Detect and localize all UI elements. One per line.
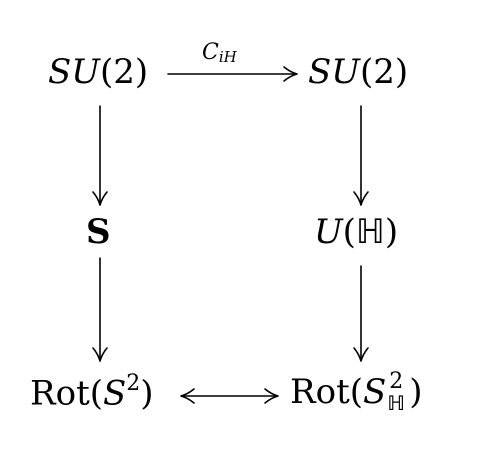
paren-open: ( xyxy=(342,212,356,252)
su-symbol: SU xyxy=(48,52,100,92)
node-mid-right-uh: U(ℍ) xyxy=(314,215,398,249)
rot-operator: Rot xyxy=(30,373,90,414)
s-symbol: S xyxy=(86,212,111,252)
label-subscript: iH xyxy=(218,48,237,66)
node-top-left-su2: SU(2) xyxy=(48,55,148,89)
su-argument: (2) xyxy=(99,52,149,92)
paren-close: ) xyxy=(384,212,399,252)
node-top-right-su2: SU(2) xyxy=(308,55,408,89)
arrow-right-upper xyxy=(353,105,369,206)
sphere-subscript-quaternion: ℍ xyxy=(387,391,406,415)
su-argument: (2) xyxy=(359,52,409,92)
arrow-right-lower xyxy=(353,265,369,362)
sphere-exponent: 2 xyxy=(126,371,141,396)
rot-operator: Rot xyxy=(290,372,350,412)
arrow-bottom-bidirectional xyxy=(180,388,279,404)
edge-label-top: CiH xyxy=(202,40,237,66)
node-bottom-left-rot-s2: Rot(S2) xyxy=(30,373,154,414)
su-symbol: SU xyxy=(308,52,360,92)
paren-open: ( xyxy=(89,373,103,414)
arrow-left-upper xyxy=(92,105,108,206)
u-symbol: U xyxy=(314,212,343,252)
paren-open: ( xyxy=(349,372,363,412)
sphere-exponent: 2 xyxy=(389,369,404,394)
quaternion-symbol: ℍ xyxy=(355,212,385,252)
paren-close: ) xyxy=(409,372,423,412)
arrow-left-lower xyxy=(92,257,108,362)
arrow-top-horizontal xyxy=(167,66,298,82)
label-c: C xyxy=(202,40,219,65)
sphere-symbol: S xyxy=(103,373,127,414)
node-bottom-right-rot-s2h: Rot(S 2 ℍ) xyxy=(290,371,423,415)
node-mid-left-s: S xyxy=(86,215,111,249)
paren-close: ) xyxy=(140,373,154,414)
sphere-symbol: S xyxy=(363,372,387,412)
